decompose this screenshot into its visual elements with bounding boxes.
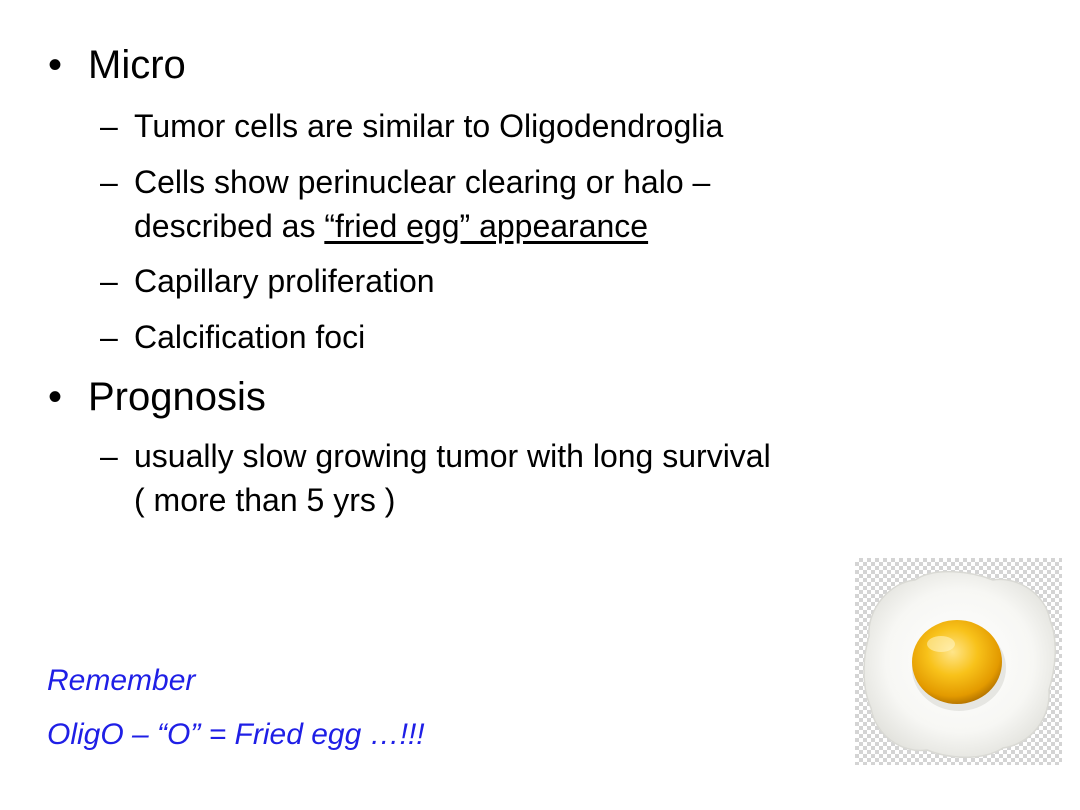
fried-egg-image: [855, 558, 1062, 765]
micro-item-1: – Tumor cells are similar to Oligodendro…: [100, 104, 723, 148]
bullet-dot: •: [48, 43, 63, 87]
micro-item-2-line1: Cells show perinuclear clearing or halo …: [134, 164, 711, 200]
micro-item-1-text: Tumor cells are similar to Oligodendrogl…: [134, 108, 724, 144]
remember-label: Remember: [47, 664, 196, 697]
heading-prognosis: Prognosis: [88, 375, 266, 419]
micro-item-3: – Capillary proliferation: [100, 259, 435, 303]
micro-item-2: – Cells show perinuclear clearing or hal…: [100, 160, 710, 248]
heading-micro: Micro: [88, 43, 186, 87]
prognosis-item-1-line1: usually slow growing tumor with long sur…: [134, 438, 771, 474]
fried-egg-icon: [863, 570, 1057, 758]
dash: –: [100, 438, 118, 474]
micro-item-2-text: Cells show perinuclear clearing or halo …: [134, 160, 710, 248]
micro-item-4-text: Calcification foci: [134, 319, 366, 355]
yolk-highlight: [927, 636, 955, 652]
dash: –: [100, 263, 118, 299]
dash: –: [100, 108, 118, 144]
bullet-prognosis: • Prognosis: [48, 374, 266, 420]
micro-item-3-text: Capillary proliferation: [134, 263, 435, 299]
micro-item-2-prefix: described as: [134, 208, 325, 244]
bullet-micro: • Micro: [48, 42, 186, 88]
prognosis-item-1: – usually slow growing tumor with long s…: [100, 434, 771, 522]
dash: –: [100, 164, 118, 200]
dash: –: [100, 319, 118, 355]
bullet-dot: •: [48, 375, 63, 419]
prognosis-item-1-text: usually slow growing tumor with long sur…: [134, 434, 771, 522]
micro-item-2-line2: described as “fried egg” appearance: [134, 204, 710, 248]
micro-item-4: – Calcification foci: [100, 315, 365, 359]
prognosis-item-1-line2: ( more than 5 yrs ): [134, 482, 396, 518]
yolk: [912, 620, 1002, 704]
remember-mnemonic: OligO – “O” = Fried egg …!!!: [47, 718, 425, 751]
fried-egg-appearance: “fried egg” appearance: [324, 208, 649, 244]
